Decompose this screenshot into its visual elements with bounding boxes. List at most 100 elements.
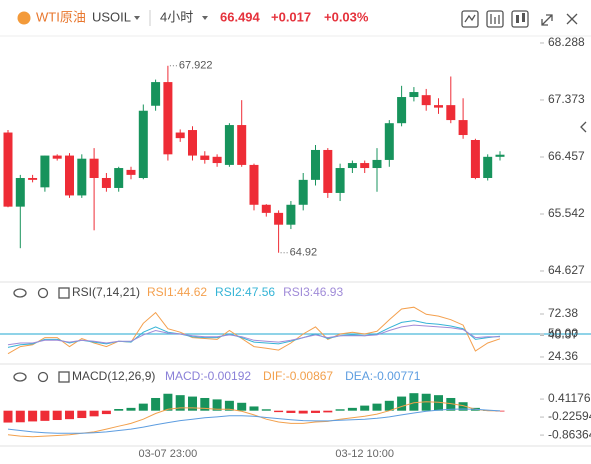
macd-bar xyxy=(409,393,419,411)
rsi-line xyxy=(7,324,501,346)
legend-entry: RSI2:47.56 xyxy=(215,285,275,299)
fullscreen-button[interactable] xyxy=(541,14,553,26)
extreme-label: 64.92 xyxy=(290,247,318,259)
icon xyxy=(490,14,500,24)
candle-body xyxy=(237,125,247,165)
x-tick-label: 03-12 10:00 xyxy=(335,448,394,460)
candle-body xyxy=(101,177,111,188)
x-tick-label: 03-07 23:00 xyxy=(139,448,198,460)
macd-bar xyxy=(397,396,407,411)
macd-bar xyxy=(261,409,271,411)
rsi-controls xyxy=(13,287,70,299)
y-tick-label: -0.22594 xyxy=(548,409,591,423)
candle-body xyxy=(470,140,480,178)
eye-button[interactable] xyxy=(13,372,27,382)
macd-bar xyxy=(224,400,234,411)
dropdown-caret[interactable] xyxy=(202,16,208,20)
candle-body xyxy=(495,154,505,157)
candle-body xyxy=(397,97,407,124)
settings-button[interactable] xyxy=(37,371,49,383)
legend-entry: DIF:-0.00867 xyxy=(263,369,333,383)
candle-body xyxy=(28,177,38,180)
macd-bar xyxy=(311,410,320,413)
candle-body xyxy=(421,95,431,106)
macd-bar xyxy=(335,409,345,411)
collapse-button[interactable] xyxy=(580,121,587,133)
candle-body xyxy=(458,120,468,136)
candle-body xyxy=(286,204,296,225)
y-tick-label: 65.542 xyxy=(548,206,585,220)
macd-bar xyxy=(298,410,308,414)
candle-body xyxy=(446,105,456,121)
toolbar xyxy=(461,10,578,28)
dropdown-caret[interactable] xyxy=(134,16,140,20)
candle-body xyxy=(89,158,99,178)
settings-button[interactable] xyxy=(37,287,49,299)
legend-entry: DEA:-0.00771 xyxy=(345,369,421,383)
macd-bar xyxy=(434,395,443,411)
interval[interactable]: 4小时 xyxy=(160,9,193,24)
macd-controls xyxy=(13,371,70,383)
draw-button[interactable] xyxy=(461,10,479,28)
candle-body xyxy=(434,105,443,108)
indicator-button[interactable] xyxy=(486,10,504,28)
y-tick-label: 0.41176 xyxy=(548,391,591,405)
candle-body xyxy=(3,132,13,207)
y-tick-label: 66.457 xyxy=(548,149,585,163)
macd-bar xyxy=(446,397,456,411)
expand-button[interactable] xyxy=(58,287,70,299)
candle-body xyxy=(298,179,308,205)
candle-body xyxy=(323,149,333,193)
candle-body xyxy=(77,158,87,196)
icon xyxy=(464,14,476,23)
macd-bar xyxy=(347,407,357,411)
candle-body xyxy=(335,168,345,193)
macd-bar xyxy=(188,396,197,411)
macd-bar xyxy=(163,393,173,411)
macd-bar xyxy=(77,410,87,419)
macd-bar xyxy=(421,393,431,411)
macd-bar xyxy=(175,395,185,411)
macd-bar xyxy=(101,410,111,415)
legend-entry: RSI1:44.62 xyxy=(147,285,207,299)
y-tick-label: 68.288 xyxy=(548,35,585,49)
expand-button[interactable] xyxy=(58,371,70,383)
candle-body xyxy=(138,110,148,178)
macd-bar xyxy=(323,410,333,413)
y-tick-label: 50.00 xyxy=(548,326,578,340)
candle-body xyxy=(163,82,173,155)
candle-body xyxy=(274,212,284,225)
macd-bar xyxy=(372,403,382,411)
macd-bar xyxy=(237,402,247,411)
macd-bar xyxy=(151,397,161,411)
y-tick-label: 67.373 xyxy=(548,92,585,106)
macd-bar xyxy=(114,409,124,411)
candle-body xyxy=(311,149,320,180)
macd-bar xyxy=(3,410,13,423)
macd-bar xyxy=(360,405,370,411)
macd-bar xyxy=(212,399,222,411)
candle-body xyxy=(224,125,234,165)
price: 66.494 xyxy=(220,9,261,24)
extreme-label: 67.922 xyxy=(179,60,213,72)
candle-button[interactable] xyxy=(511,10,529,28)
symbol[interactable]: USOIL xyxy=(92,9,131,24)
symbol-icon xyxy=(17,11,31,25)
icon xyxy=(516,13,525,23)
candle-body xyxy=(114,168,124,188)
y-tick-label: 64.627 xyxy=(548,263,585,277)
legend-entry: RSI3:46.93 xyxy=(283,285,343,299)
eye-button[interactable] xyxy=(13,288,27,298)
legend-entry: MACD:-0.00192 xyxy=(165,369,251,383)
candle-body xyxy=(15,177,25,207)
macd-bar xyxy=(458,402,468,411)
y-tick-label: 24.36 xyxy=(548,349,578,363)
candle-body xyxy=(65,155,74,196)
candle-body xyxy=(360,163,370,169)
y-tick-label: -0.86364 xyxy=(548,427,591,441)
close-button[interactable] xyxy=(566,13,578,25)
symbol-name[interactable]: WTI原油 xyxy=(36,9,86,24)
candle-body xyxy=(384,123,394,160)
